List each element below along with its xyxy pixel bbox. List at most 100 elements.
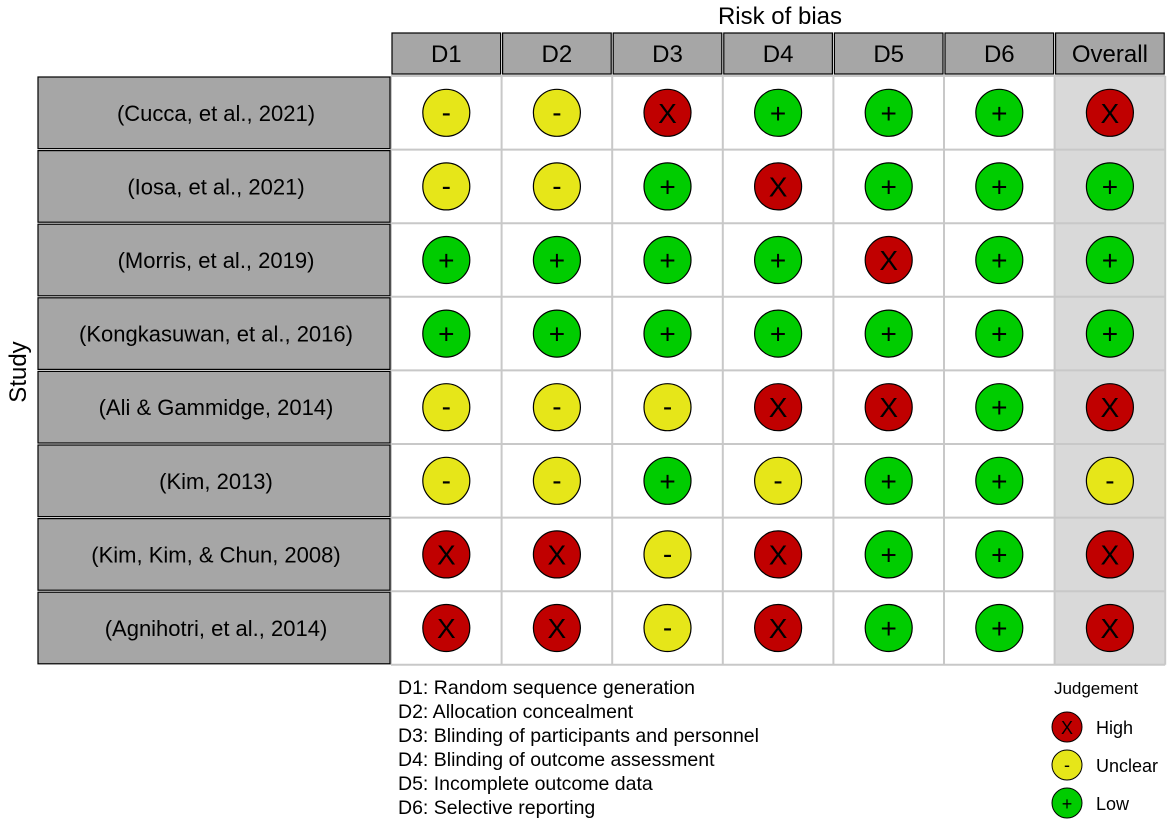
judgement-low-circle xyxy=(864,456,913,505)
study-label-box xyxy=(37,444,391,518)
judgement-symbol: X xyxy=(1101,539,1120,570)
judgement-symbol: X xyxy=(658,98,677,129)
judgement-high-circle xyxy=(753,603,803,653)
judgement-low-circle xyxy=(975,309,1024,358)
judgement-high-circle xyxy=(1085,530,1135,579)
study-label-box xyxy=(37,223,391,297)
judgement-symbol: X xyxy=(548,613,567,644)
legend-low-circle xyxy=(1051,787,1083,819)
judgement-symbol: + xyxy=(991,245,1007,276)
judgement-symbol: X xyxy=(437,613,456,644)
judgement-high-circle xyxy=(864,235,913,285)
judgement-low-circle xyxy=(975,235,1024,285)
judgement-low-circle xyxy=(753,309,803,358)
judgement-unclear-circle xyxy=(1085,456,1135,505)
judgement-symbol: + xyxy=(438,245,454,276)
judgement-unclear-circle xyxy=(422,88,471,137)
judgement-symbol: X xyxy=(769,171,788,202)
judgement-symbol: + xyxy=(659,245,675,276)
judgement-symbol: - xyxy=(442,465,451,496)
column-header-box xyxy=(944,32,1055,75)
legend-unclear-circle xyxy=(1051,749,1083,781)
judgement-symbol: + xyxy=(770,245,786,276)
judgement-symbol: - xyxy=(663,538,672,569)
study-label: (Cucca, et al., 2021) xyxy=(117,101,315,126)
column-header-box xyxy=(1054,32,1165,75)
judgement-symbol: + xyxy=(991,539,1007,570)
study-label-box xyxy=(37,370,391,444)
judgement-symbol: - xyxy=(442,170,451,201)
column-header-box xyxy=(612,32,723,75)
judgement-symbol: - xyxy=(442,97,451,128)
domain-note: D4: Blinding of outcome assessment xyxy=(398,749,715,771)
judgement-unclear-circle xyxy=(643,603,692,653)
judgement-symbol: - xyxy=(552,465,561,496)
judgement-unclear-circle xyxy=(532,383,582,432)
study-label: (Kongkasuwan, et al., 2016) xyxy=(79,322,353,347)
judgement-symbol: + xyxy=(881,319,897,350)
judgement-unclear-circle xyxy=(422,456,471,505)
judgement-symbol: X xyxy=(1101,98,1120,129)
judgement-symbol: + xyxy=(991,319,1007,350)
judgement-symbol: X xyxy=(769,539,788,570)
judgement-symbol: + xyxy=(438,319,454,350)
domain-note: D2: Allocation concealment xyxy=(398,701,634,723)
judgement-high-circle xyxy=(753,162,803,211)
judgement-low-circle xyxy=(532,309,582,358)
judgement-symbol: + xyxy=(881,539,897,570)
domain-note: D6: Selective reporting xyxy=(398,797,595,819)
judgement-unclear-circle xyxy=(532,162,582,211)
judgement-high-circle xyxy=(532,603,582,653)
judgement-high-circle xyxy=(864,383,913,432)
column-header-d3: D3 xyxy=(652,41,683,68)
judgement-symbol: - xyxy=(552,170,561,201)
study-label: (Morris, et al., 2019) xyxy=(118,248,315,273)
judgement-low-circle xyxy=(975,603,1024,653)
judgement-high-circle xyxy=(753,383,803,432)
study-label: (Kim, Kim, & Chun, 2008) xyxy=(91,542,340,567)
judgement-symbol: X xyxy=(1101,613,1120,644)
judgement-unclear-circle xyxy=(532,88,582,137)
judgement-symbol: - xyxy=(552,97,561,128)
judgement-symbol: + xyxy=(881,466,897,497)
judgement-symbol: + xyxy=(549,245,565,276)
judgement-high-circle xyxy=(1085,383,1135,432)
judgement-symbol: + xyxy=(549,319,565,350)
judgement-symbol: + xyxy=(881,98,897,129)
judgement-symbol: + xyxy=(881,171,897,202)
study-label-box xyxy=(37,76,391,150)
column-header-d4: D4 xyxy=(763,41,794,68)
judgement-low-circle xyxy=(864,162,913,211)
judgement-symbol: + xyxy=(770,98,786,129)
judgement-low-circle xyxy=(643,456,692,505)
legend-label-unclear: Unclear xyxy=(1096,756,1158,776)
judgement-symbol: X xyxy=(769,392,788,423)
judgement-symbol: - xyxy=(552,391,561,422)
judgement-low-circle xyxy=(643,309,692,358)
column-header-d2: D2 xyxy=(542,41,573,68)
column-header-box xyxy=(391,32,502,75)
judgement-unclear-circle xyxy=(643,530,692,579)
domain-note: D1: Random sequence generation xyxy=(398,677,695,699)
judgement-unclear-circle xyxy=(643,383,692,432)
column-header-box xyxy=(723,32,833,75)
judgement-unclear-circle xyxy=(422,383,471,432)
judgement-low-circle xyxy=(753,88,803,137)
judgement-symbol: + xyxy=(770,319,786,350)
column-header-box xyxy=(833,32,944,75)
judgement-low-circle xyxy=(532,235,582,285)
judgement-symbol: X xyxy=(548,539,567,570)
judgement-low-circle xyxy=(1085,235,1135,285)
judgement-symbol: + xyxy=(991,171,1007,202)
legend-symbol: + xyxy=(1062,794,1073,814)
judgement-high-circle xyxy=(1085,603,1135,653)
column-header-d1: D1 xyxy=(431,41,462,68)
judgement-high-circle xyxy=(422,603,471,653)
judgement-low-circle xyxy=(975,383,1024,432)
judgement-symbol: + xyxy=(659,171,675,202)
judgement-symbol: + xyxy=(881,613,897,644)
judgement-symbol: + xyxy=(991,613,1007,644)
study-label: (Iosa, et al., 2021) xyxy=(127,174,304,199)
judgement-symbol: + xyxy=(1102,245,1118,276)
